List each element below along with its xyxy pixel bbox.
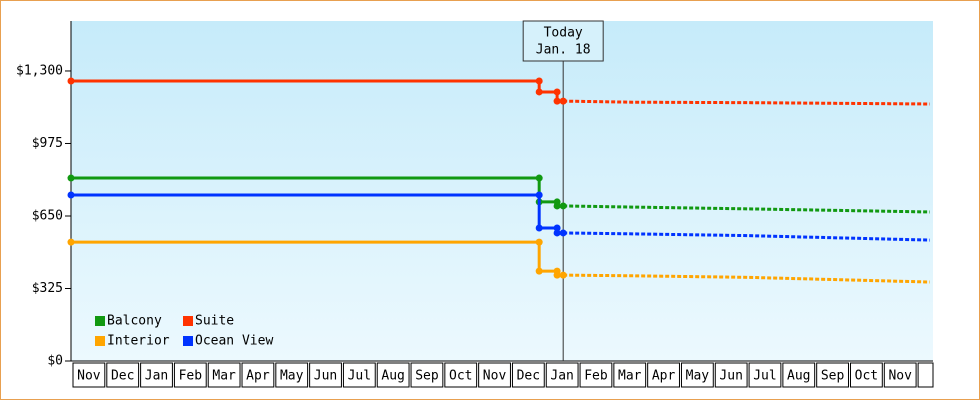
point (553, 202, 561, 210)
legend-label: Ocean View (195, 334, 273, 349)
x-tick-label: Dec (111, 369, 134, 384)
x-tick-box (106, 362, 140, 388)
point (559, 202, 567, 210)
forecast-line (563, 204, 930, 214)
point (67, 238, 75, 246)
y-tick-label: $975 (32, 136, 63, 151)
x-tick-box (478, 362, 511, 388)
y-tick-label: $1,300 (16, 63, 63, 78)
x-tick-box (173, 362, 207, 388)
x-tick-box (714, 362, 748, 388)
x-tick-label: Oct (855, 369, 878, 384)
x-tick-box (410, 362, 444, 388)
x-tick-label: Oct (449, 369, 472, 384)
x-tick-label: Sep (821, 369, 845, 384)
x-tick-label: Jun (314, 369, 337, 384)
legend-label: Interior (107, 334, 170, 349)
point (553, 97, 561, 105)
y-tick-label: $650 (32, 208, 63, 223)
legend-swatch (183, 336, 193, 346)
legend-label: Suite (195, 314, 234, 329)
point (535, 267, 543, 275)
x-tick-label: Jul (348, 369, 371, 384)
x-tick-box (816, 362, 849, 388)
x-tick-label: Aug (381, 369, 404, 384)
x-tick-label: Apr (652, 369, 676, 384)
x-tick-label: May (686, 369, 710, 384)
x-tick-label: Jun (719, 369, 742, 384)
x-tick-label: May (280, 369, 304, 384)
today-box (522, 20, 604, 62)
point (535, 238, 543, 246)
x-tick-box (241, 362, 275, 388)
point (535, 77, 543, 85)
x-tick-box (883, 362, 917, 388)
x-tick-box (748, 362, 782, 388)
x-tick-box (309, 362, 342, 388)
point (553, 271, 561, 279)
point (559, 229, 567, 237)
x-tick-label: Jul (753, 369, 776, 384)
point (535, 191, 543, 199)
today-date: Jan. 18 (536, 43, 591, 58)
x-tick-box (680, 362, 714, 388)
x-tick-box (72, 362, 106, 388)
x-tick-label: Feb (584, 369, 608, 384)
legend-label: Balcony (107, 314, 162, 329)
legend-swatch (95, 336, 105, 346)
today-title: Today (544, 26, 583, 41)
x-tick-box (579, 362, 613, 388)
point (535, 224, 543, 232)
point (553, 224, 561, 232)
legend-swatch (95, 316, 105, 326)
x-tick-label: Nov (77, 369, 101, 384)
x-tick-box (849, 362, 883, 388)
x-tick-box (207, 362, 241, 388)
forecast-line (563, 231, 930, 242)
y-tick-label: $325 (32, 281, 63, 296)
legend-swatch (183, 316, 193, 326)
x-tick-box (342, 362, 376, 388)
y-tick-label: $0 (47, 354, 63, 369)
point (535, 88, 543, 96)
x-tick-label: Nov (888, 369, 912, 384)
x-tick-label: Sep (415, 369, 439, 384)
forecast-line (563, 273, 930, 284)
point (535, 174, 543, 182)
point (553, 88, 561, 96)
point (559, 271, 567, 279)
x-tick-box (545, 362, 579, 388)
plot-area (71, 21, 933, 361)
point (67, 191, 75, 199)
x-tick-box (647, 362, 680, 388)
x-tick-box (275, 362, 309, 388)
x-tick-box (376, 362, 410, 388)
x-tick-box (782, 362, 816, 388)
x-tick-box (140, 362, 173, 388)
x-tick-label: Dec (517, 369, 540, 384)
point (553, 229, 561, 237)
point (67, 174, 75, 182)
point (559, 97, 567, 105)
x-tick-label: Mar (212, 369, 236, 384)
x-tick-label: Apr (246, 369, 270, 384)
x-tick-label: Aug (787, 369, 810, 384)
x-tick-label: Jan (145, 369, 168, 384)
point (67, 77, 75, 85)
x-tick-box (511, 362, 545, 388)
x-tick-label: Nov (483, 369, 507, 384)
x-tick-label: Feb (179, 369, 203, 384)
x-tick-box (917, 362, 934, 388)
x-tick-box (444, 362, 478, 388)
x-tick-label: Jan (550, 369, 573, 384)
x-tick-label: Mar (618, 369, 642, 384)
forecast-line (563, 99, 930, 106)
x-tick-box (613, 362, 647, 388)
